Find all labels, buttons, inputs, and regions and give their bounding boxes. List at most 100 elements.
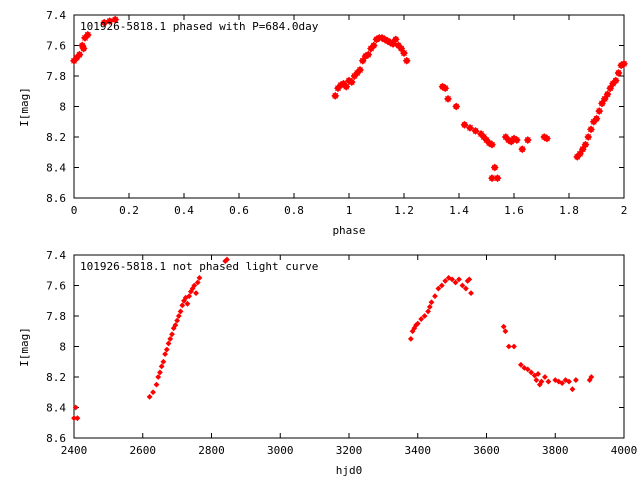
unphased-data-point <box>418 316 425 322</box>
unphased-data-point <box>146 393 153 400</box>
unphased-data-point <box>187 288 194 295</box>
phased-data-point <box>598 99 606 108</box>
unphased-data-point <box>224 256 230 263</box>
phased-x-tick-label: 1.6 <box>504 204 524 217</box>
phased-x-axis-label: phase <box>332 224 365 237</box>
unphased-data-point <box>189 285 196 292</box>
unphased-data-point <box>169 331 175 338</box>
unphased-data-point <box>449 276 456 283</box>
unphased-data-point <box>425 308 431 315</box>
unphased-y-axis-label: I[mag] <box>18 327 31 367</box>
unphased-data-point <box>153 381 160 388</box>
phased-x-tick-label: 1.8 <box>559 204 579 217</box>
phased-x-ticks: 0 0.2 0.4 0.6 0.8 1 1.2 1.4 1.6 1.8 2 <box>71 15 627 217</box>
unphased-data-point <box>566 378 572 385</box>
unphased-data-point <box>533 377 540 383</box>
unphased-plot-title: 101926-5818.1 not phased light curve <box>80 260 318 273</box>
phased-x-tick-label: 1 <box>346 204 353 217</box>
unphased-data-point <box>428 299 435 306</box>
phased-data-point <box>523 136 532 144</box>
unphased-data-point <box>163 346 170 353</box>
unphased-data-point <box>462 285 469 292</box>
unphased-x-tick-label: 2400 <box>61 444 88 457</box>
phased-data-point <box>391 35 400 44</box>
unphased-data-point <box>177 308 184 315</box>
phased-x-tick-label: 0.4 <box>174 204 194 217</box>
unphased-data-point <box>505 343 512 350</box>
phased-data-point <box>578 145 587 154</box>
unphased-data-point <box>456 276 462 283</box>
unphased-data-point <box>545 378 552 385</box>
unphased-y-ticks: 7.4 7.6 7.8 8 8.2 8.4 8.6 <box>46 249 624 445</box>
unphased-data-point <box>179 302 186 309</box>
phased-data-point <box>614 69 623 77</box>
phased-data-point <box>592 114 601 123</box>
unphased-data-point <box>502 328 509 335</box>
unphased-x-tick-label: 3400 <box>405 444 432 457</box>
unphased-data-point <box>158 363 165 370</box>
phased-data-point <box>490 163 499 172</box>
phased-data-point <box>471 126 480 135</box>
unphased-data-point <box>155 374 162 380</box>
phased-y-tick-label: 8.2 <box>46 131 66 144</box>
unphased-data-point <box>500 323 507 330</box>
phased-y-tick-label: 7.4 <box>46 9 66 22</box>
phased-data-points <box>70 15 628 183</box>
phased-x-tick-label: 0.6 <box>229 204 249 217</box>
unphased-y-tick-label: 7.4 <box>46 249 66 262</box>
unphased-x-tick-label: 3000 <box>267 444 294 457</box>
phased-data-point <box>79 44 88 53</box>
unphased-data-point <box>172 322 179 329</box>
phased-data-point <box>331 91 340 100</box>
unphased-x-tick-label: 2800 <box>198 444 225 457</box>
unphased-data-point <box>528 369 535 376</box>
unphased-data-point <box>165 340 172 347</box>
unphased-data-point <box>421 313 428 319</box>
unphased-data-point <box>181 297 187 304</box>
unphased-data-point <box>438 282 445 289</box>
phased-x-tick-label: 0.8 <box>284 204 304 217</box>
unphased-data-point <box>435 285 442 292</box>
phased-plot: 0 0.2 0.4 0.6 0.8 1 1.2 1.4 1.6 1.8 2 7.4 7.6 7.8 8 8.… <box>18 9 628 237</box>
phased-data-point <box>611 76 620 85</box>
phased-data-point <box>600 94 609 103</box>
unphased-data-point <box>432 293 438 300</box>
phased-data-point <box>595 107 604 115</box>
phased-data-point <box>356 65 364 74</box>
unphased-data-point <box>572 377 579 383</box>
unphased-x-tick-label: 3800 <box>542 444 569 457</box>
unphased-data-point <box>459 282 466 289</box>
unphased-data-point <box>186 293 193 300</box>
unphased-data-point <box>468 290 474 297</box>
phased-x-tick-label: 1.4 <box>449 204 469 217</box>
unphased-data-point <box>174 317 181 324</box>
unphased-x-tick-label: 3600 <box>473 444 500 457</box>
unphased-data-point <box>411 325 418 332</box>
phased-y-ticks: 7.4 7.6 7.8 8 8.2 8.4 8.6 <box>46 9 624 205</box>
phased-x-tick-label: 0.2 <box>119 204 139 217</box>
phased-data-point <box>402 56 411 65</box>
phased-data-point <box>111 15 120 24</box>
phased-data-point <box>444 94 452 103</box>
unphased-data-point <box>511 343 517 350</box>
unphased-y-tick-label: 8.6 <box>46 432 66 445</box>
phased-data-point <box>347 78 356 87</box>
unphased-data-point <box>466 276 473 283</box>
unphased-data-point <box>569 386 576 393</box>
phased-data-point <box>441 84 450 93</box>
unphased-data-point <box>524 366 531 373</box>
phased-plot-frame <box>73 14 625 199</box>
phased-data-point <box>576 149 584 158</box>
phased-data-point <box>383 37 392 45</box>
unphased-data-point <box>175 313 182 319</box>
unphased-y-tick-label: 8.2 <box>46 371 66 384</box>
phased-plot-title: 101926-5818.1 phased with P=684.0day <box>80 20 319 33</box>
unphased-data-points <box>71 256 595 422</box>
phased-data-point <box>452 102 461 111</box>
phased-data-point <box>397 44 406 53</box>
unphased-x-tick-label: 3200 <box>336 444 363 457</box>
phased-data-point <box>364 50 373 59</box>
phased-data-point <box>358 56 367 65</box>
unphased-data-point <box>193 290 199 297</box>
phased-data-point <box>83 30 92 39</box>
